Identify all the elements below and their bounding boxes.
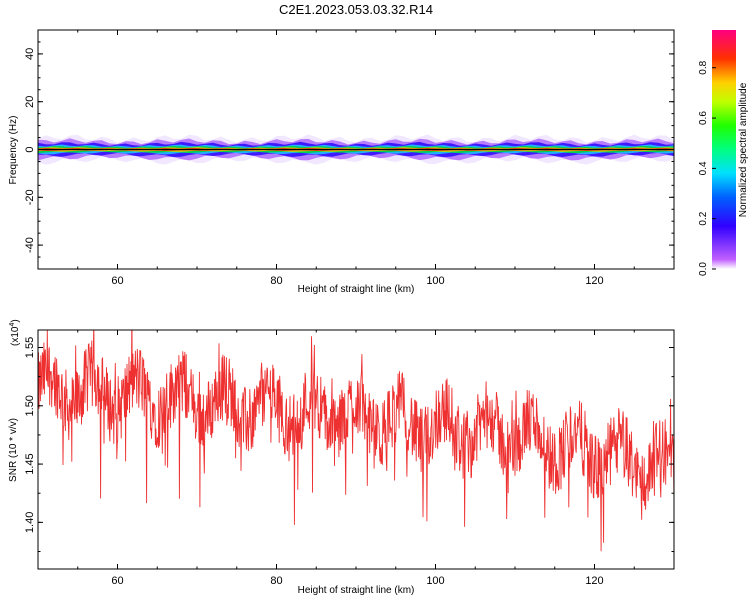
spectrogram-x-label: Height of straight line (km) (298, 284, 415, 295)
snr-series-line (38, 330, 674, 552)
colorbar-tick-label: 0.6 (698, 111, 709, 125)
snr-y-tick-label: 1.50 (24, 395, 36, 416)
colorbar-tick-label: 0.4 (698, 161, 709, 175)
spectrogram-x-tick-label: 80 (270, 275, 282, 287)
snr-y-tick-label: 1.55 (24, 337, 36, 358)
spectrogram-y-tick-label: 40 (24, 48, 36, 60)
spectrogram-y-tick-label: 20 (24, 96, 36, 108)
colorbar-tick-label: 0.8 (698, 60, 709, 74)
snr-panel: 60 80 100 120 1.40 1.45 1.50 1.55 Height of st… (8, 319, 675, 596)
snr-y-ticks: 1.40 1.45 1.50 1.55 (24, 337, 674, 553)
spectrogram-y-tick-label: 0 (24, 146, 36, 152)
spectrogram-x-tick-label: 60 (111, 275, 123, 287)
snr-y-multiplier: (x104) (9, 319, 21, 346)
colorbar-tick-label: 0.2 (698, 211, 709, 225)
snr-y-tick-label: 1.45 (24, 453, 36, 474)
spectrogram-x-tick-label: 100 (426, 275, 444, 287)
colorbar-label: Normalized spectral amplitude (738, 82, 749, 217)
frequency-band (38, 134, 674, 165)
spectrogram-panel: 60 80 100 120 -40 -20 0 20 40 Height of straigh… (8, 29, 675, 295)
snr-x-ticks: 60 80 100 120 (37, 330, 675, 587)
snr-x-tick-label: 100 (426, 575, 444, 587)
snr-x-tick-label: 120 (585, 575, 603, 587)
spectrogram-y-tick-label: -40 (24, 237, 36, 253)
colorbar-gradient (712, 30, 736, 269)
snr-x-tick-label: 80 (270, 575, 282, 587)
spectrogram-y-tick-label: -20 (24, 189, 36, 205)
snr-y-label: SNR (10 * v/v) (8, 418, 19, 482)
spectrogram-y-ticks: -40 -20 0 20 40 (24, 29, 674, 270)
spectrogram-y-label: Frequency (Hz) (8, 116, 19, 185)
snr-x-label: Height of straight line (km) (298, 585, 415, 596)
figure-title: C2E1.2023.053.03.32.R14 (279, 2, 433, 17)
colorbar-tick-label: 0.0 (698, 262, 709, 276)
colorbar: 0.0 0.2 0.4 0.6 0.8 Normalized spectral ampl… (698, 30, 749, 276)
snr-x-tick-label: 60 (111, 575, 123, 587)
spectrogram-x-ticks: 60 80 100 120 (37, 30, 675, 287)
snr-y-tick-label: 1.40 (24, 512, 36, 533)
colorbar-ticks: 0.0 0.2 0.4 0.6 0.8 (698, 60, 716, 276)
spectrogram-x-tick-label: 120 (585, 275, 603, 287)
